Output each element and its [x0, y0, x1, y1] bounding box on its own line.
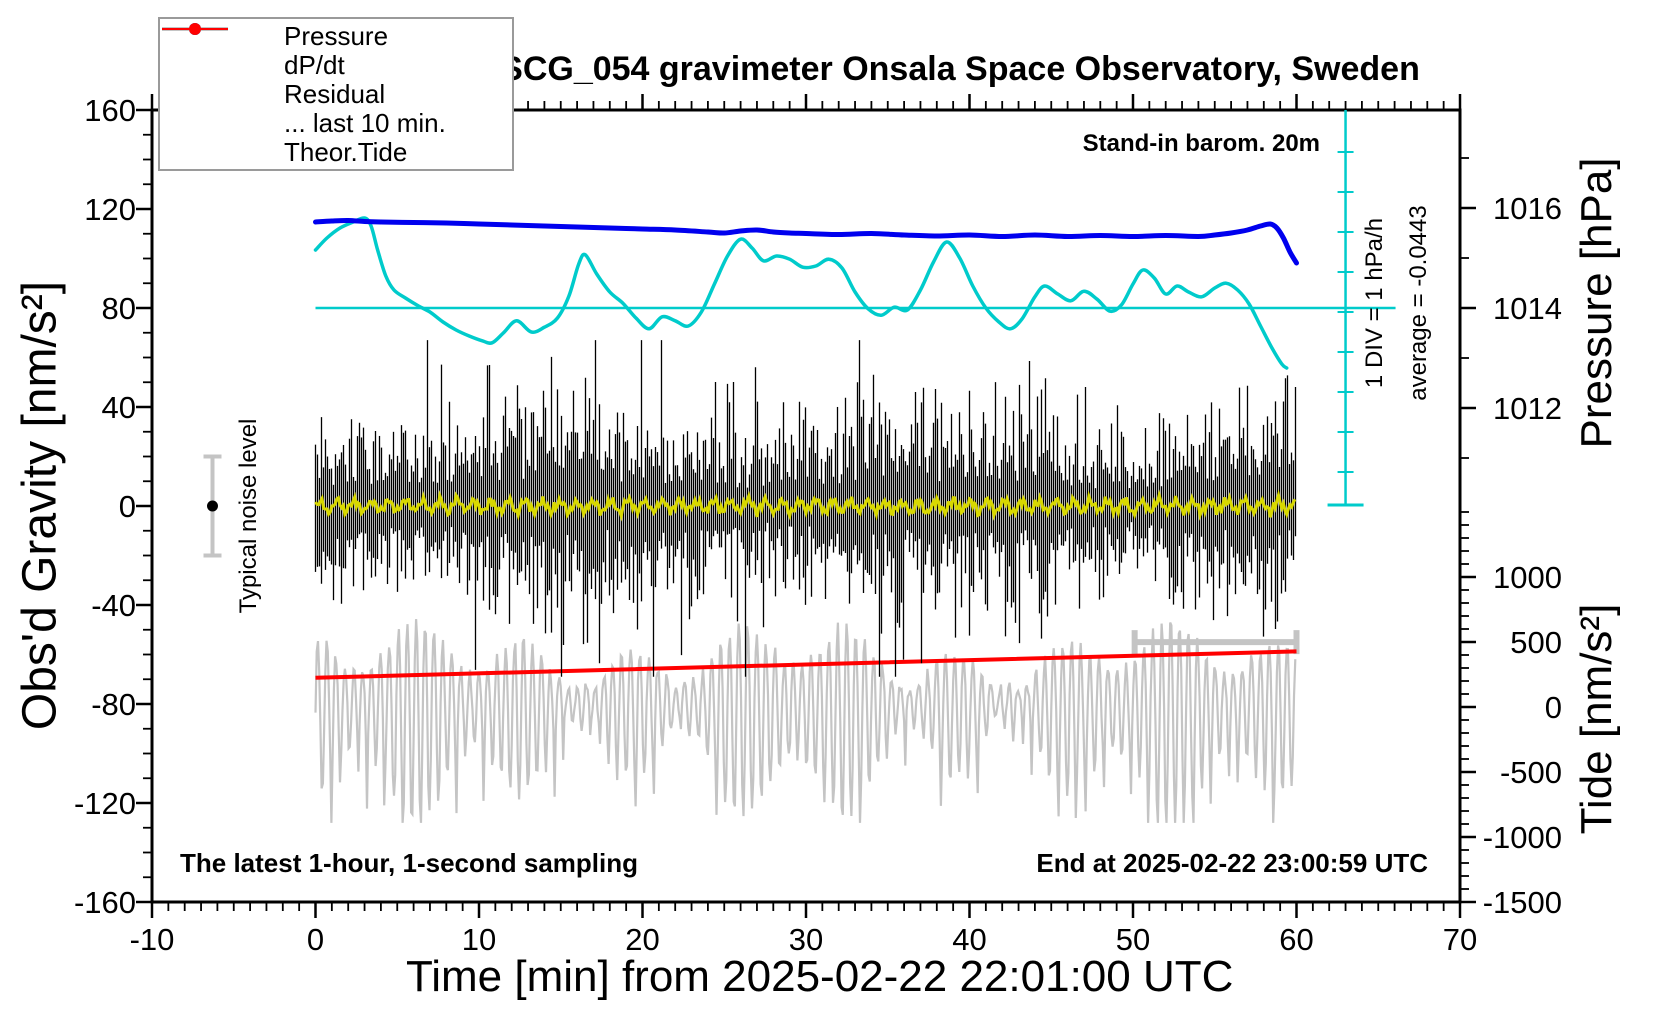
legend-item-theor-tide: Theor.Tide: [160, 23, 512, 167]
series-residual: [314, 340, 1297, 677]
svg-text:-1500: -1500: [1483, 885, 1562, 920]
annotation-standin-barometer: Stand-in barom. 20m: [1082, 130, 1320, 157]
svg-text:120: 120: [84, 192, 136, 227]
annotation-average: average = -0.0443: [1405, 205, 1432, 401]
svg-text:70: 70: [1443, 922, 1477, 957]
svg-text:-80: -80: [91, 687, 136, 722]
svg-text:0: 0: [119, 489, 136, 524]
plot-title: SCG_054 gravimeter Onsala Space Observat…: [500, 50, 1420, 88]
series-residual-smoothed: [314, 489, 1297, 522]
svg-text:-160: -160: [74, 885, 136, 920]
svg-text:-10: -10: [130, 922, 175, 957]
legend-item-label: dP/dt: [284, 50, 345, 80]
svg-text:20: 20: [625, 922, 659, 957]
x-axis-label: Time [min] from 2025-02-22 22:01:00 UTC: [406, 952, 1234, 1001]
y-axis-label-tide: Tide [nm/s²]: [1572, 603, 1621, 835]
legend-item-label: Pressure: [284, 21, 389, 51]
legend-item-label: Residual: [284, 79, 386, 109]
y-axis-label-gravity: Obs'd Gravity [nm/s²]: [13, 280, 67, 731]
svg-text:-40: -40: [91, 588, 136, 623]
svg-text:1016: 1016: [1493, 191, 1562, 226]
svg-text:-1000: -1000: [1483, 820, 1562, 855]
tick-labels: -10 0 10 20 30 40 50 60 70 160 120 80 40 0 -40 -80 -120 -…: [74, 93, 1562, 957]
svg-text:10: 10: [462, 922, 496, 957]
last10min-scalebar: [1131, 630, 1300, 655]
legend-item-dp-dt: dP/dt: [160, 23, 512, 80]
legend-item--last-10-min-: ... last 10 min.: [160, 27, 512, 138]
annotation-div-scale: 1 DIV = 1 hPa/h: [1361, 217, 1388, 389]
svg-text:-120: -120: [74, 786, 136, 821]
legend-item-residual: Residual: [160, 27, 512, 109]
svg-text:160: 160: [84, 93, 136, 128]
svg-text:40: 40: [952, 922, 986, 957]
legend-item-label: ... last 10 min.: [284, 108, 446, 138]
series-last10min: [314, 619, 1297, 823]
svg-text:40: 40: [102, 390, 136, 425]
series-theor-tide: [315, 649, 1297, 680]
svg-text:-500: -500: [1500, 755, 1562, 790]
svg-text:0: 0: [1545, 690, 1562, 725]
svg-text:1014: 1014: [1493, 291, 1562, 326]
svg-text:60: 60: [1279, 922, 1313, 957]
svg-text:0: 0: [307, 922, 324, 957]
typical-noise-marker: [203, 454, 222, 558]
svg-text:1000: 1000: [1493, 560, 1562, 595]
annotation-sampling-note: The latest 1-hour, 1-second sampling: [180, 848, 638, 878]
annotation-end-time: End at 2025-02-22 23:00:59 UTC: [1036, 848, 1428, 878]
y-axis-label-pressure: Pressure [hPa]: [1572, 157, 1621, 449]
svg-text:500: 500: [1510, 625, 1562, 660]
legend-item-label: Theor.Tide: [284, 137, 408, 167]
svg-text:30: 30: [789, 922, 823, 957]
svg-text:50: 50: [1116, 922, 1150, 957]
dpdt-div-scalebar: [1327, 110, 1364, 507]
svg-text:80: 80: [102, 291, 136, 326]
svg-text:1012: 1012: [1493, 391, 1562, 426]
legend: Pressure dP/dt Residual... last 10 min. The…: [158, 17, 514, 171]
series-dpdt: [313, 216, 1289, 370]
annotation-typical-noise-level: Typical noise level: [235, 418, 262, 614]
series-pressure: [313, 217, 1299, 266]
